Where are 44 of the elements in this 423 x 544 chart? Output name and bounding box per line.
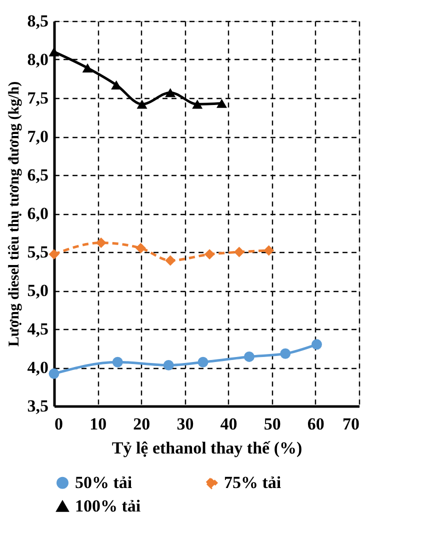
y-tick-label: 7,0	[27, 127, 48, 146]
x-tick-label: 70	[342, 414, 360, 434]
x-tick-label: 10	[90, 414, 107, 434]
x-tick-label: 50	[264, 414, 281, 434]
point	[163, 360, 174, 370]
x-tick-label: 60	[307, 414, 324, 434]
point	[48, 249, 60, 260]
point	[280, 348, 291, 359]
point	[48, 368, 60, 379]
point	[82, 63, 93, 73]
y-tick-label: 4,0	[27, 358, 48, 377]
legend-label: 75% tải	[224, 472, 282, 492]
point	[136, 100, 148, 109]
point	[135, 242, 146, 254]
point	[192, 100, 203, 109]
legend-label: 100% tải	[75, 496, 141, 516]
point	[165, 88, 176, 98]
y-tick-label: 8,5	[27, 12, 48, 30]
y-axis-title: Lượng diesel tiêu thụ tương đương (kg/h)	[6, 81, 22, 347]
x-tick-label: 30	[176, 414, 194, 434]
y-tick-label: 3,5	[27, 396, 48, 416]
point	[311, 339, 322, 350]
y-tick-label: 6,5	[27, 166, 48, 184]
y-tick-label: 4,5	[27, 320, 48, 338]
y-tick-label: 7,5	[27, 88, 48, 108]
x-tick-label: 20	[133, 414, 150, 434]
point	[244, 351, 254, 362]
point	[198, 356, 208, 368]
point	[204, 249, 215, 260]
y-tick-label: 5,5	[27, 242, 48, 262]
x-axis-title: Tỷ lệ ethanol thay thế (%)	[112, 438, 302, 458]
y-tick-label: 6,0	[27, 204, 48, 223]
point	[264, 245, 274, 256]
point	[234, 246, 244, 258]
point	[216, 98, 227, 108]
point	[48, 47, 60, 56]
point	[112, 356, 123, 368]
x-tick-label: 40	[220, 414, 238, 434]
y-tick-label: 8,0	[27, 50, 48, 69]
legend-label: 50% tải	[75, 472, 132, 492]
point	[96, 238, 106, 248]
point	[165, 255, 176, 266]
x-tick-label: 0	[54, 414, 63, 434]
y-tick-label: 5,0	[27, 281, 48, 300]
